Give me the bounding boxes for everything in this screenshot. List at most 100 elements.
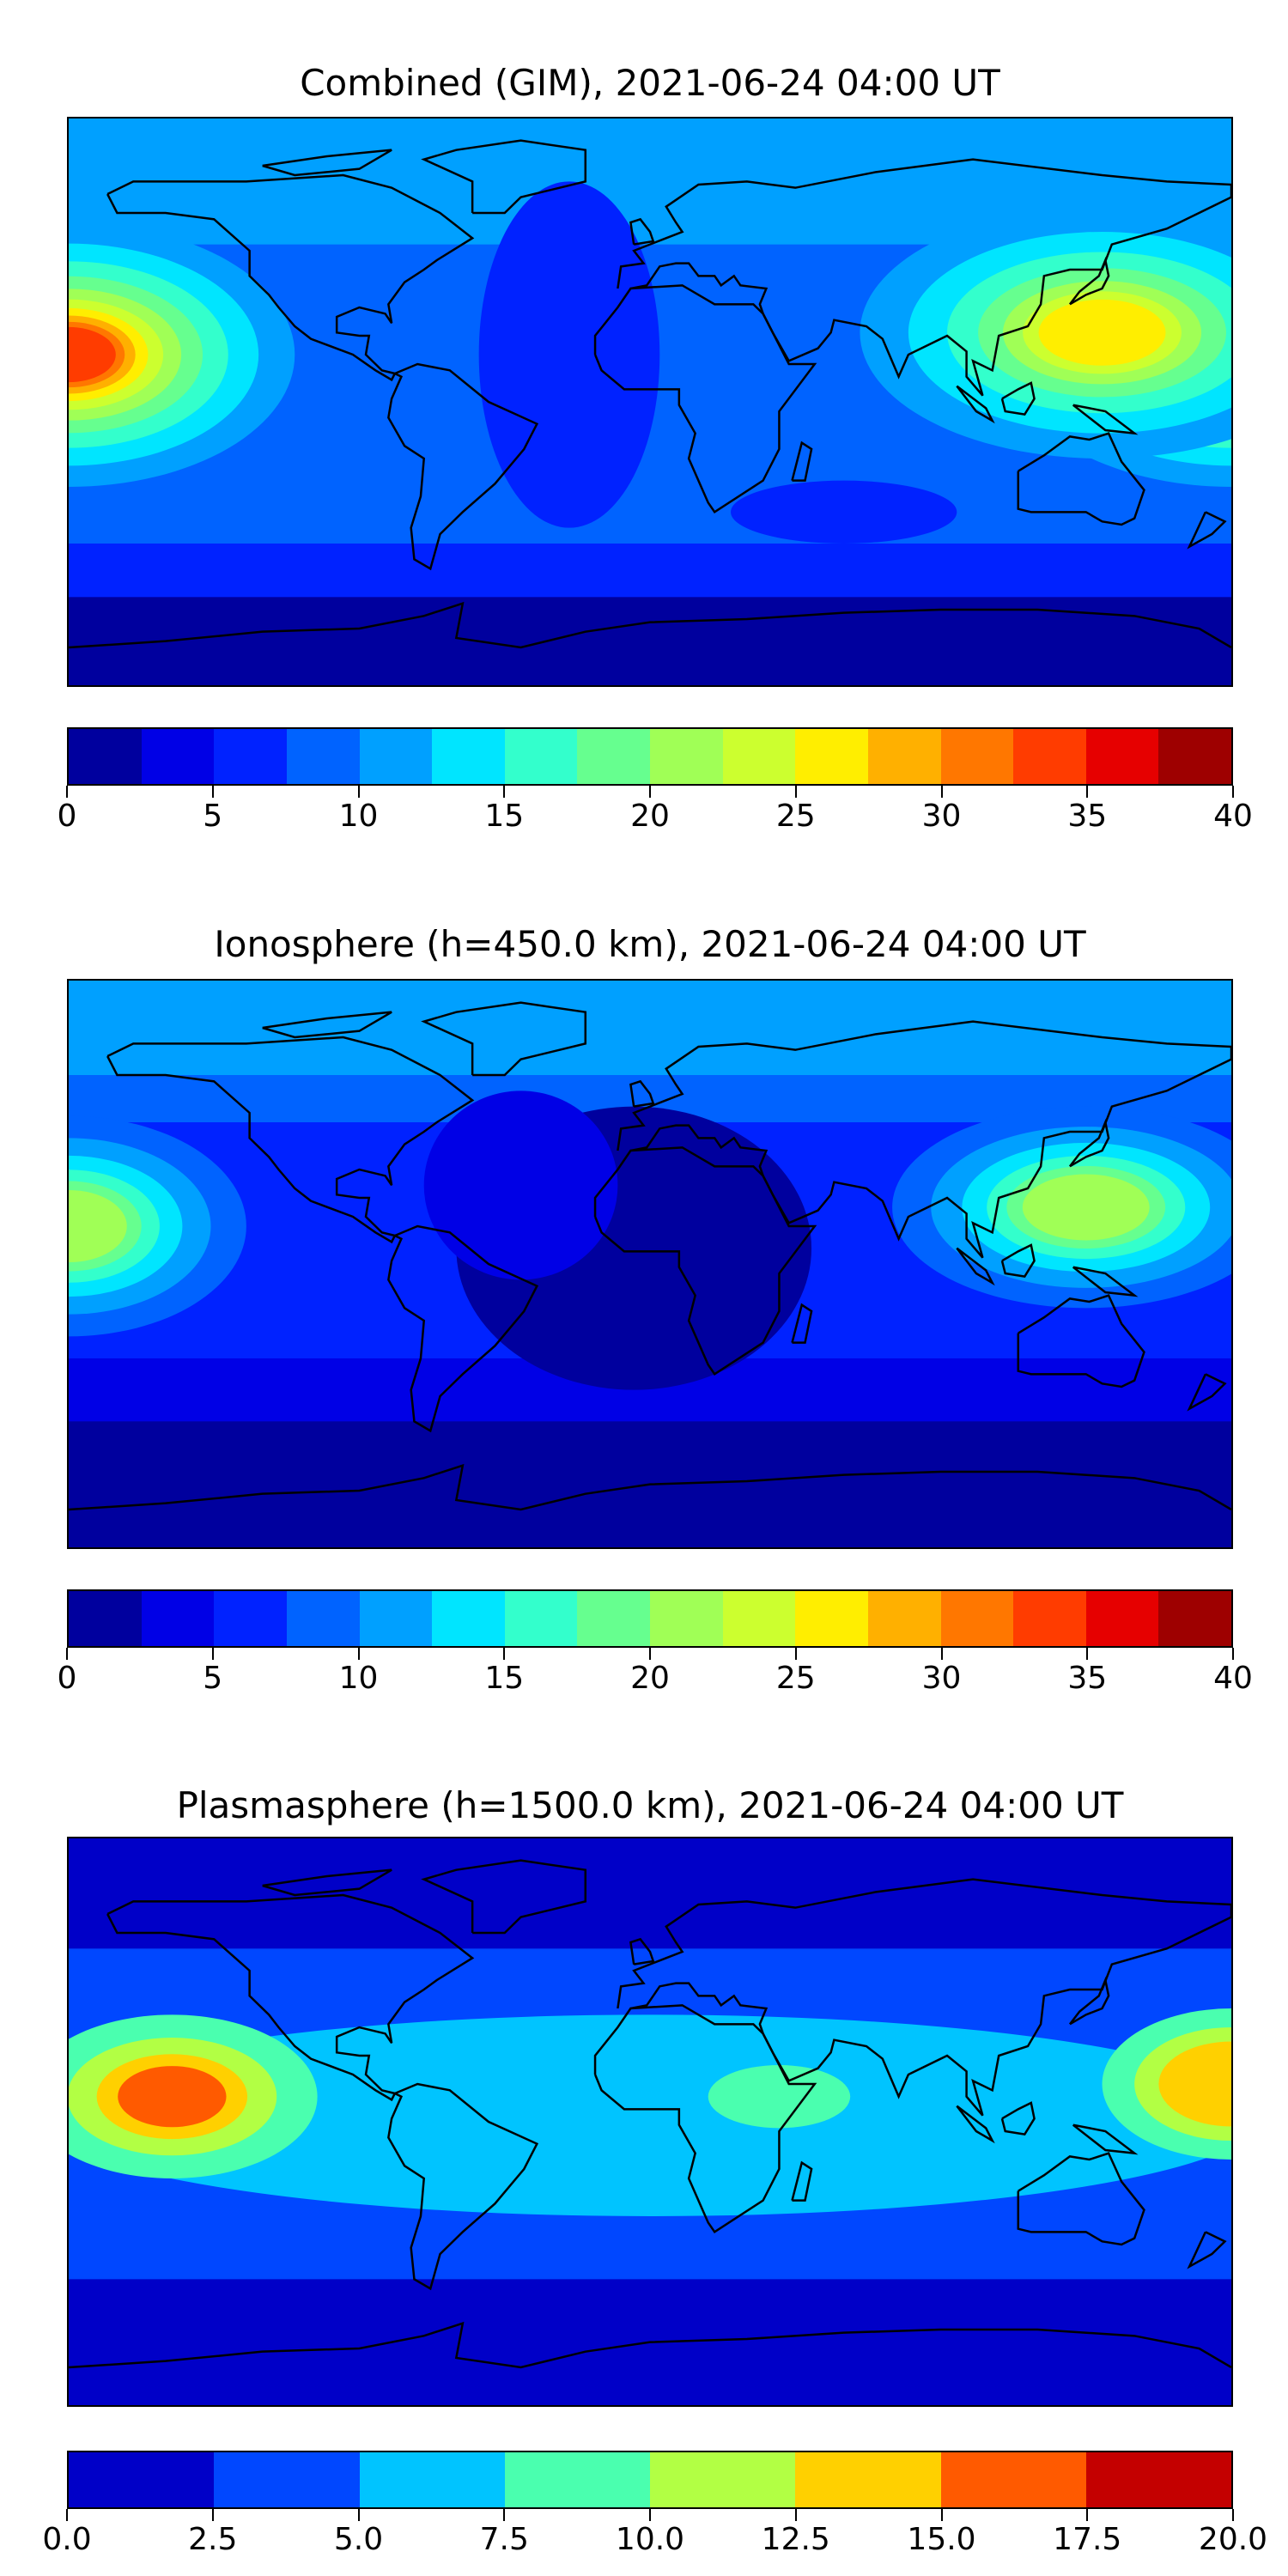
colorbar-segment <box>650 1591 723 1646</box>
colorbar-tick-label: 20.0 <box>1198 2522 1268 2557</box>
colorbar-segment <box>1158 729 1231 784</box>
colorbar-segment <box>940 1591 1014 1646</box>
coastline-japan <box>1070 260 1109 304</box>
contour-band <box>69 2014 1231 2216</box>
coastline-newguinea <box>1073 2125 1134 2154</box>
coastline-africa <box>595 285 815 512</box>
colorbar-segment <box>504 729 578 784</box>
coastline-madagascar <box>792 1305 811 1343</box>
colorbar-tick <box>357 786 360 798</box>
tec-map <box>67 117 1233 687</box>
colorbar-tick <box>1232 2509 1234 2521</box>
colorbar-tick-label: 10.0 <box>615 2522 685 2557</box>
coastline-madagascar <box>792 443 811 481</box>
coastline-australia <box>1018 434 1145 525</box>
colorbar <box>67 1589 1233 1648</box>
colorbar-segment <box>359 2452 505 2507</box>
colorbar-tick <box>794 786 797 798</box>
coastline-greenland <box>424 1003 586 1075</box>
colorbar-segment <box>795 1591 868 1646</box>
colorbar-segment <box>577 1591 650 1646</box>
tec-map <box>67 1837 1233 2407</box>
coastline-samerica <box>388 2084 537 2288</box>
colorbar-segment <box>359 729 433 784</box>
colorbar-tick-label: 35 <box>1067 1661 1108 1696</box>
tec-map <box>67 979 1233 1549</box>
colorbar-tick-label: 30 <box>921 1661 962 1696</box>
coastline-eurasia <box>617 1022 1231 1258</box>
colorbar-tick-label: 15 <box>484 1661 525 1696</box>
colorbar-segment <box>69 1591 142 1646</box>
colorbar-tick <box>503 2509 506 2521</box>
coastline-nz <box>1189 512 1224 546</box>
panel-title: Combined (GIM), 2021-06-24 04:00 UT <box>300 62 1000 104</box>
coastline-japan <box>1070 1122 1109 1166</box>
coastline-antarctica <box>69 604 1231 647</box>
colorbar-segment <box>69 729 142 784</box>
colorbar-tick <box>940 2509 943 2521</box>
contour-band <box>69 597 1231 685</box>
coastline-africa <box>595 1147 815 1374</box>
colorbar-tick-label: 0.0 <box>42 2522 92 2557</box>
colorbar <box>67 2451 1233 2509</box>
colorbar-tick <box>649 786 651 798</box>
colorbar-segment <box>504 2452 650 2507</box>
colorbar-segment <box>214 1591 287 1646</box>
colorbar-segment <box>286 729 360 784</box>
colorbar-tick <box>1086 2509 1089 2521</box>
coastline-arctic <box>263 1012 392 1037</box>
colorbar-tick <box>211 2509 214 2521</box>
colorbar-tick-label: 0 <box>57 799 77 834</box>
colorbar-segment <box>940 2452 1086 2507</box>
colorbar-segment <box>286 1591 360 1646</box>
colorbar <box>67 727 1233 786</box>
colorbar-tick-label: 12.5 <box>761 2522 830 2557</box>
coastline-uk <box>630 1081 653 1106</box>
colorbar-tick <box>66 1648 68 1660</box>
colorbar-tick-label: 20 <box>630 1661 670 1696</box>
coastline-australia <box>1018 1296 1145 1387</box>
colorbar-tick <box>357 2509 360 2521</box>
coastline-samerica <box>388 364 537 568</box>
colorbar-tick-label: 15.0 <box>907 2522 976 2557</box>
colorbar-tick-label: 20 <box>630 799 670 834</box>
colorbar-tick <box>1086 786 1089 798</box>
colorbar-tick-label: 40 <box>1213 799 1253 834</box>
coastline-antarctica <box>69 1466 1231 1510</box>
coastline-sumatra <box>957 2106 992 2141</box>
coastline-japan <box>1070 1980 1109 2024</box>
colorbar-tick <box>503 1648 506 1660</box>
colorbar-segment <box>69 2452 215 2507</box>
colorbar-tick-label: 25 <box>775 1661 816 1696</box>
colorbar-segment <box>795 729 868 784</box>
coastline-sumatra <box>957 1249 992 1283</box>
coastline-newguinea <box>1073 405 1134 434</box>
colorbar-segment <box>867 729 941 784</box>
colorbar-tick-label: 0 <box>57 1661 77 1696</box>
contour-band <box>69 1189 127 1263</box>
colorbar-segment <box>359 1591 433 1646</box>
colorbar-segment <box>722 1591 796 1646</box>
contour-band <box>478 181 660 528</box>
colorbar-segment <box>650 729 723 784</box>
panel-title: Ionosphere (h=450.0 km), 2021-06-24 04:0… <box>214 923 1086 965</box>
coastline-uk <box>630 1939 653 1964</box>
coastline-namerica <box>107 1895 472 2099</box>
colorbar-tick <box>357 1648 360 1660</box>
colorbar-tick <box>1232 1648 1234 1660</box>
colorbar-tick-label: 15 <box>484 799 525 834</box>
colorbar-tick-label: 5 <box>203 1661 223 1696</box>
coastline-greenland <box>424 141 586 213</box>
colorbar-segment <box>432 729 505 784</box>
contour-band <box>708 2065 851 2129</box>
colorbar-segment <box>214 2452 360 2507</box>
contour-band <box>1038 299 1166 366</box>
colorbar-tick <box>794 2509 797 2521</box>
colorbar-segment <box>867 1591 941 1646</box>
colorbar-tick <box>1232 786 1234 798</box>
colorbar-tick <box>649 1648 651 1660</box>
colorbar-tick <box>503 786 506 798</box>
coastline-arctic <box>263 150 392 175</box>
colorbar-segment <box>650 2452 796 2507</box>
coastline-namerica <box>107 175 472 380</box>
